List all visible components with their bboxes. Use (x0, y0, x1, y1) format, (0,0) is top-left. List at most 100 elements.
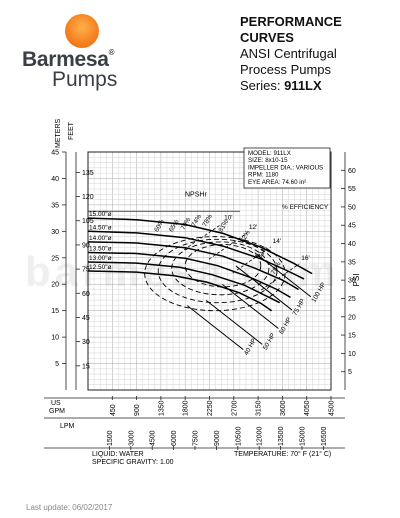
feet-tick-label: 60 (82, 291, 90, 298)
hp-mark: 40 HP (243, 337, 258, 356)
gpm-tick-label: 4500 (329, 400, 336, 416)
page-title: PERFORMANCE CURVES (240, 14, 342, 45)
impeller-curve (87, 217, 313, 275)
gpm-label: GPM (49, 408, 65, 415)
feet-tick-label: 120 (82, 194, 94, 201)
feet-tick-label: 135 (82, 170, 94, 177)
meters-axis-label: METERS (55, 119, 62, 149)
impeller-label: 12.50"ø (89, 264, 112, 271)
hp-line (205, 299, 263, 345)
liquid-note: LIQUID: WATER (92, 451, 144, 458)
meters-tick-label: 10 (51, 335, 59, 342)
lpm-tick-label: 4500 (150, 430, 157, 446)
impeller-label: 15.00"ø (89, 211, 112, 218)
info-line: MODEL: 911LX (248, 150, 291, 157)
psi-tick-label: 5 (348, 369, 352, 376)
hp-mark: 75 HP (292, 298, 307, 317)
meters-tick-label: 20 (51, 282, 59, 289)
psi-tick-label: 30 (348, 278, 356, 285)
psi-tick-label: 25 (348, 296, 356, 303)
psi-tick-label: 55 (348, 186, 356, 193)
gpm-tick-label: 4050 (304, 400, 311, 416)
brand-logo: Barmesa® Pumps (22, 12, 132, 91)
feet-axis-label: FEET (68, 121, 75, 140)
heading-line-2: Process Pumps (240, 62, 332, 77)
meters-tick-label: 30 (51, 229, 59, 236)
meters-tick-label: 25 (51, 255, 59, 262)
impeller-curve (87, 270, 273, 312)
series-value: 911LX (284, 78, 322, 93)
gpm-tick-label: 2250 (207, 400, 214, 416)
lpm-tick-label: 1500 (107, 430, 114, 446)
impeller-curve (87, 251, 291, 299)
psi-tick-label: 20 (348, 314, 356, 321)
gpm-tick-label: 3600 (280, 400, 287, 416)
feet-tick-label: 90 (82, 242, 90, 249)
meters-tick-label: 35 (51, 202, 59, 209)
impeller-label: 13.00"ø (89, 255, 112, 262)
lpm-tick-label: 3000 (128, 430, 135, 446)
impeller-curve (87, 230, 305, 280)
info-line: RPM: 1180 (248, 172, 279, 179)
efficiency-contour (157, 238, 278, 304)
impeller-label: 13.50"ø (89, 245, 112, 252)
info-line: IMPELLER DIA.: VARIOUS (248, 164, 323, 171)
psi-tick-label: 60 (348, 168, 356, 175)
feet-tick-label: 75 (82, 267, 90, 274)
efficiency-label: % EFFICIENCY (282, 204, 329, 211)
psi-tick-label: 10 (348, 351, 356, 358)
gravity-note: SPECIFIC GRAVITY: 1.00 (92, 459, 174, 466)
info-box (243, 147, 331, 189)
info-line: SIZE: 8x10-15 (248, 157, 288, 164)
hp-line (222, 284, 279, 329)
npsh-line (208, 232, 248, 260)
impeller-curve (87, 241, 299, 291)
meters-tick-label: 40 (51, 176, 59, 183)
feet-tick-label: 30 (82, 339, 90, 346)
feet-tick-label: 45 (82, 315, 90, 322)
page-heading: PERFORMANCE CURVES ANSI Centrifugal Proc… (240, 14, 390, 94)
npsh-mark: 10' (224, 215, 232, 222)
npsh-mark: 16' (301, 255, 309, 262)
psi-tick-label: 50 (348, 204, 356, 211)
gpm-tick-label: 2700 (231, 400, 238, 416)
lpm-tick-label: 12000 (257, 426, 264, 446)
hp-mark: 60 HP (278, 316, 293, 335)
lpm-label: LPM (60, 423, 75, 430)
hp-line (235, 265, 293, 311)
impeller-label: 14.00"ø (89, 235, 112, 242)
series-line: Series: 911LX (240, 78, 390, 94)
meters-tick-label: 45 (51, 150, 59, 157)
series-label: Series: (240, 78, 285, 93)
feet-tick-label: 15 (82, 363, 90, 370)
last-update: Last update: 06/02/2017 (26, 503, 113, 512)
brand-name: Barmesa® (22, 48, 115, 72)
hp-line (186, 305, 244, 351)
gpm-tick-label: 3150 (256, 400, 263, 416)
lpm-tick-label: 13500 (278, 426, 285, 446)
info-line: EYE AREA: 74.60 in² (248, 179, 306, 186)
npsh-line (261, 263, 300, 291)
psi-axis-label: PSI (352, 274, 361, 287)
lpm-tick-label: 9000 (214, 430, 221, 446)
psi-tick-label: 45 (348, 223, 356, 230)
heading-line-1: ANSI Centrifugal (240, 46, 337, 61)
gpm-tick-label: 1350 (158, 400, 165, 416)
performance-chart: METERS FEET510152025303540451530456075901… (44, 119, 361, 466)
impeller-curve (87, 261, 281, 304)
gpm-tick-label: 900 (134, 404, 141, 416)
lpm-tick-label: 16500 (321, 426, 328, 446)
impeller-label: 14.50"ø (89, 224, 112, 231)
npshr-label: NPSHr (185, 191, 207, 198)
gpm-tick-label: 1800 (183, 400, 190, 416)
lpm-tick-label: 15000 (300, 426, 307, 446)
lpm-tick-label: 10500 (235, 426, 242, 446)
npsh-line (183, 223, 223, 251)
sun-logo-icon (65, 14, 99, 48)
feet-tick-label: 105 (82, 218, 94, 225)
registered-mark: ® (108, 48, 115, 57)
npsh-mark: 12' (249, 224, 257, 231)
psi-tick-label: 35 (348, 259, 356, 266)
npsh-mark: 14' (273, 238, 281, 245)
gpm-tick-label: 450 (110, 404, 117, 416)
